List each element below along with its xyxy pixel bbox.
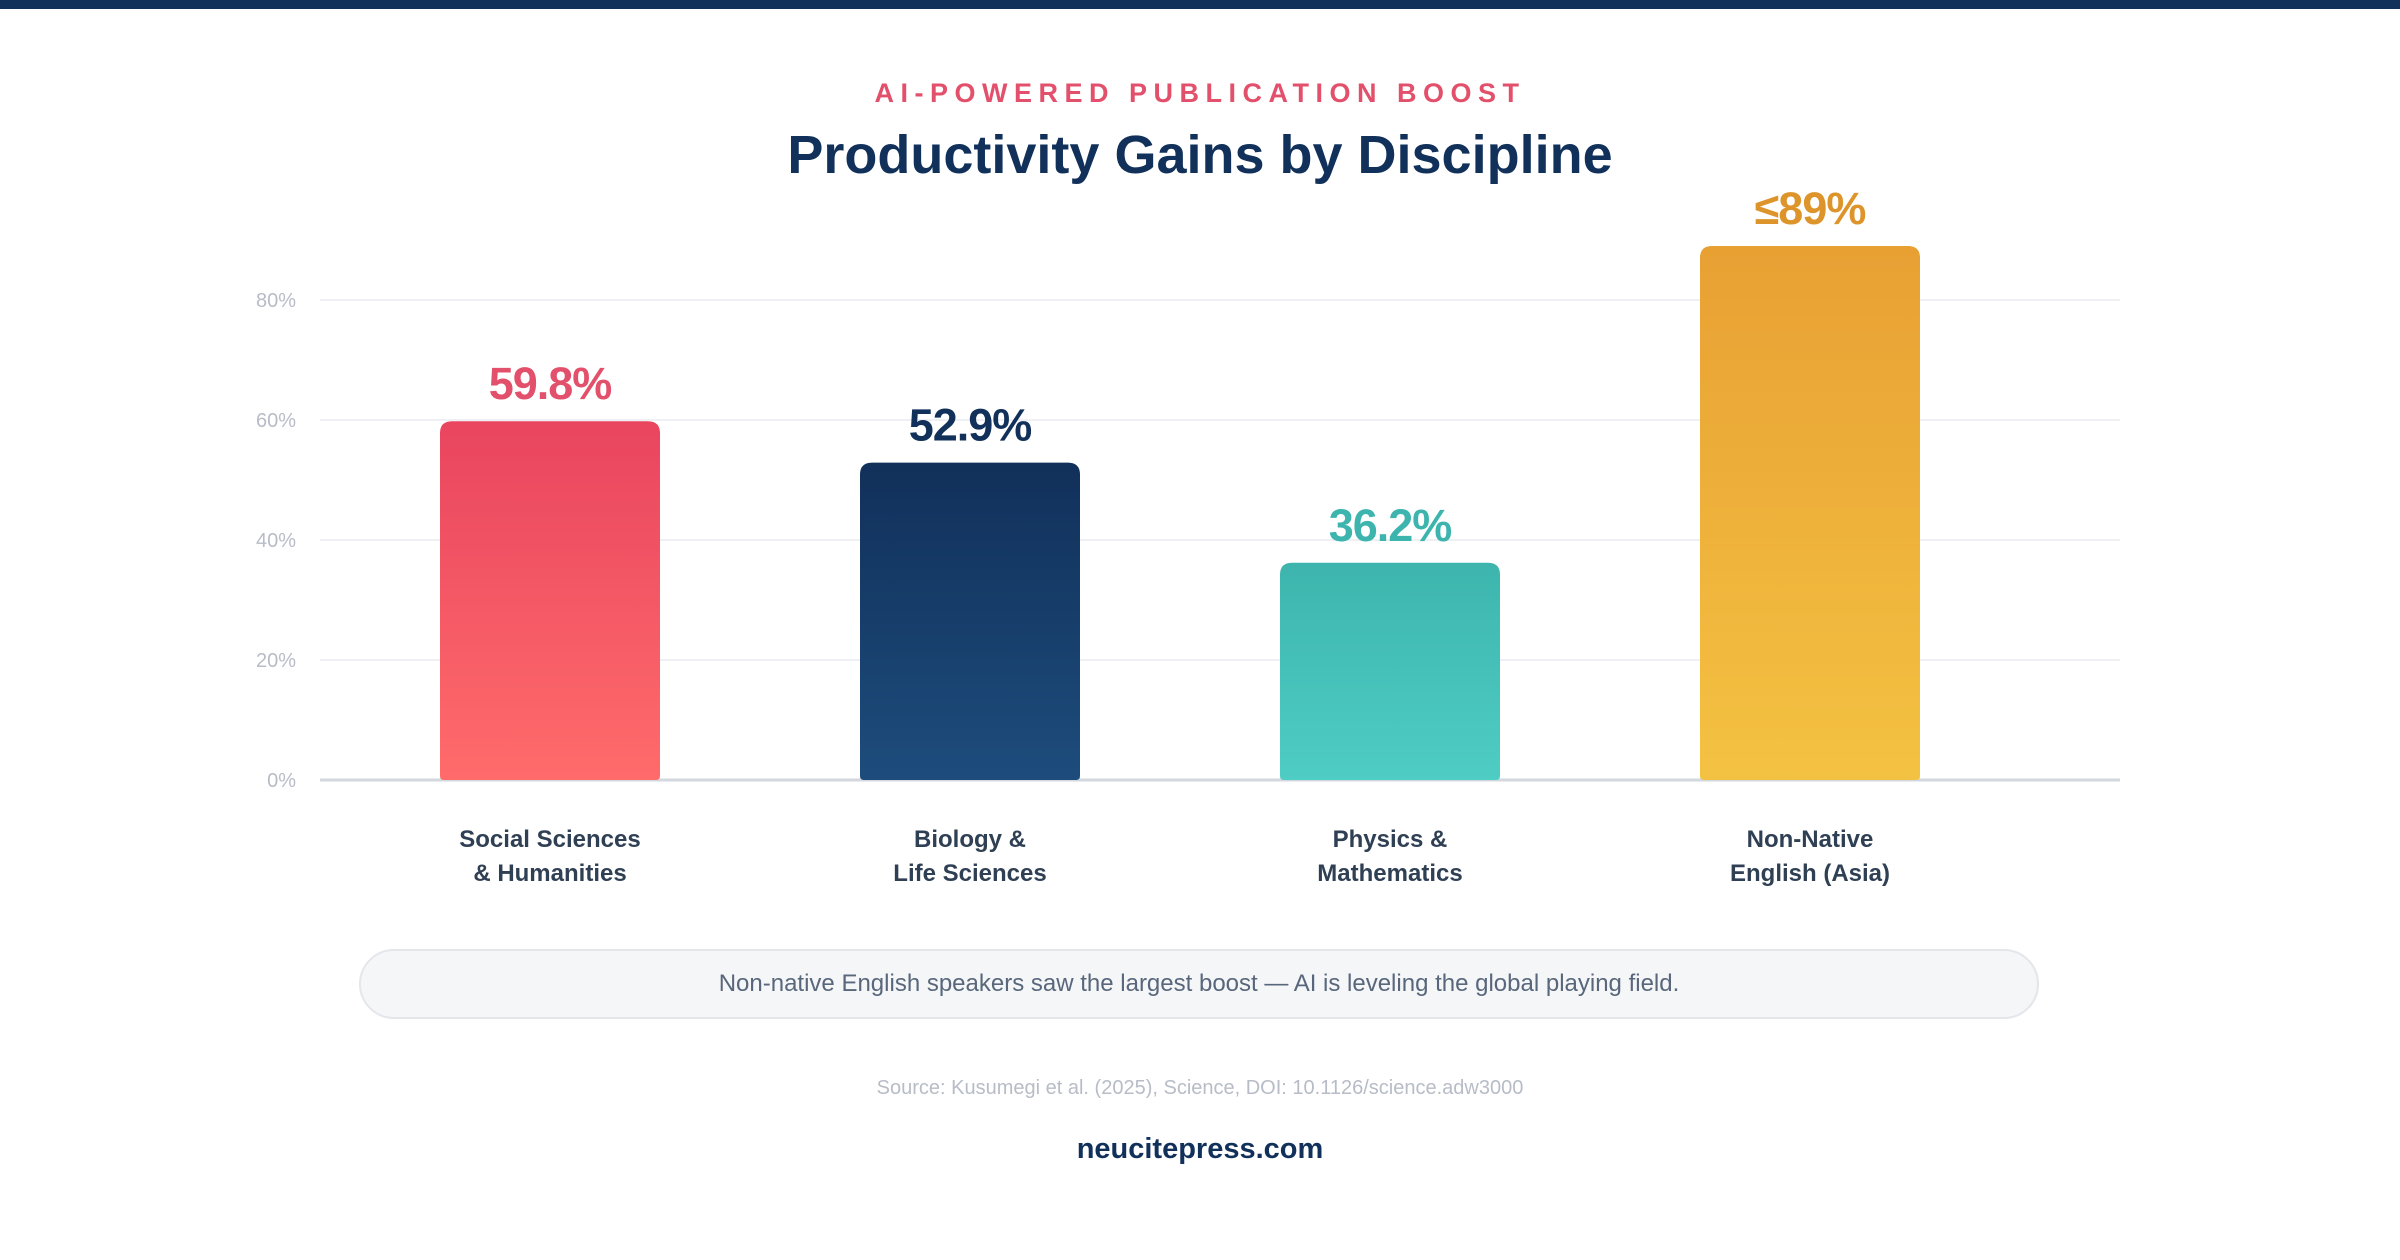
bar-value-label: 36.2% [1329, 500, 1452, 551]
bar-value-label: 52.9% [909, 400, 1032, 451]
chart-title: Productivity Gains by Discipline [787, 125, 1613, 185]
x-category-label-line: Life Sciences [893, 860, 1047, 887]
bar [860, 462, 1080, 780]
y-tick-label: 80% [256, 290, 296, 312]
site-link[interactable]: neucitepress.com [1076, 1133, 1324, 1165]
bar [1280, 562, 1500, 780]
chart-eyebrow: AI-POWERED PUBLICATION BOOST [874, 78, 1526, 108]
x-category-label: Biology & Life Sciences [820, 823, 1120, 891]
bar-value-label: ≤89% [1755, 183, 1866, 234]
bars [440, 246, 1920, 780]
x-category-label-line: English (Asia) [1729, 860, 1891, 887]
value-labels: 59.8% 52.9% 36.2% ≤89% [489, 183, 1867, 551]
bar-value-label: 59.8% [489, 358, 612, 409]
insight-text: Non-native English speakers saw the larg… [718, 970, 1680, 997]
bar-chart: 0% 20% 40% 60% 80% 59.8% 52.9% 36.2% ≤89% [256, 183, 2120, 792]
y-tick-label: 20% [256, 650, 296, 672]
x-category-label-line: & Humanities [473, 860, 627, 887]
top-accent-bar [0, 0, 2400, 9]
bar [1700, 246, 1920, 780]
y-tick-label: 60% [256, 410, 296, 432]
x-category-label: Physics & Mathematics [1240, 823, 1540, 891]
x-category-label: Social Sciences & Humanities [400, 823, 700, 891]
x-category-label-line: Biology & [914, 826, 1026, 853]
x-category-label: Non-Native English (Asia) [1660, 823, 1960, 891]
bar [440, 421, 660, 780]
x-category-label-line: Mathematics [1317, 860, 1463, 887]
x-category-label-line: Physics & [1332, 826, 1448, 853]
x-category-label-line: Non-Native [1746, 826, 1874, 853]
x-category-label-line: Social Sciences [459, 826, 641, 853]
y-tick-label: 40% [256, 530, 296, 552]
y-tick-label: 0% [267, 770, 296, 792]
source-citation: Source: Kusumegi et al. (2025), Science,… [876, 1077, 1524, 1099]
insight-callout: Non-native English speakers saw the larg… [359, 949, 2039, 1019]
